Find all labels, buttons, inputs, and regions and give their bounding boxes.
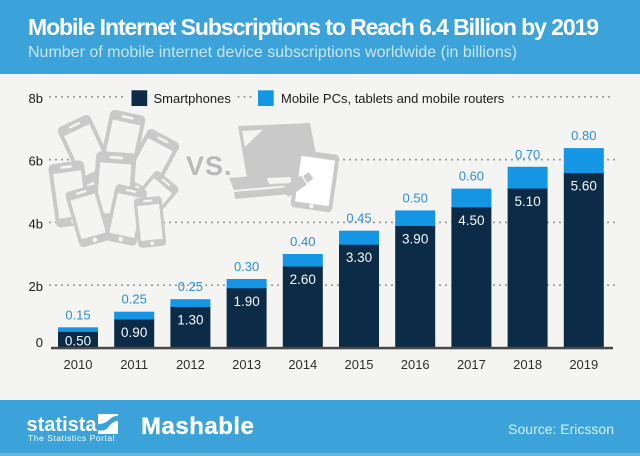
- svg-text:0.90: 0.90: [121, 325, 147, 340]
- svg-text:2016: 2016: [401, 357, 430, 372]
- svg-text:2013: 2013: [232, 357, 261, 372]
- svg-text:1.90: 1.90: [233, 294, 259, 309]
- svg-text:1.30: 1.30: [177, 313, 203, 328]
- svg-text:4b: 4b: [29, 216, 43, 231]
- svg-text:0.80: 0.80: [571, 128, 596, 143]
- svg-text:0.70: 0.70: [515, 147, 540, 162]
- svg-text:3.90: 3.90: [402, 232, 428, 247]
- svg-text:2017: 2017: [457, 357, 486, 372]
- svg-text:2019: 2019: [569, 357, 598, 372]
- svg-text:2015: 2015: [345, 357, 374, 372]
- svg-text:0.30: 0.30: [234, 259, 259, 274]
- svg-text:6b: 6b: [29, 154, 43, 169]
- svg-text:2012: 2012: [176, 357, 205, 372]
- svg-text:Mobile PCs, tablets and mobile: Mobile PCs, tablets and mobile routers: [281, 91, 505, 106]
- svg-text:2014: 2014: [288, 357, 317, 372]
- svg-text:VS.: VS.: [186, 151, 233, 181]
- svg-text:5.10: 5.10: [514, 194, 540, 209]
- svg-text:0: 0: [36, 335, 43, 350]
- svg-text:0.25: 0.25: [122, 292, 147, 307]
- svg-text:2010: 2010: [64, 357, 93, 372]
- svg-text:8b: 8b: [29, 91, 43, 106]
- svg-text:4.50: 4.50: [458, 213, 484, 228]
- svg-text:5.60: 5.60: [571, 179, 597, 194]
- svg-text:0.45: 0.45: [346, 211, 371, 226]
- svg-text:2018: 2018: [513, 357, 542, 372]
- svg-text:0.15: 0.15: [65, 307, 90, 322]
- svg-text:Smartphones: Smartphones: [154, 91, 232, 106]
- svg-text:0.40: 0.40: [290, 234, 315, 249]
- svg-text:0.50: 0.50: [65, 334, 91, 349]
- svg-text:3.30: 3.30: [346, 250, 372, 265]
- svg-text:0.50: 0.50: [403, 190, 428, 205]
- svg-text:2.60: 2.60: [290, 272, 316, 287]
- svg-text:0.25: 0.25: [178, 279, 203, 294]
- svg-text:0.60: 0.60: [459, 169, 484, 184]
- svg-text:2011: 2011: [120, 357, 148, 372]
- svg-text:2b: 2b: [29, 279, 43, 294]
